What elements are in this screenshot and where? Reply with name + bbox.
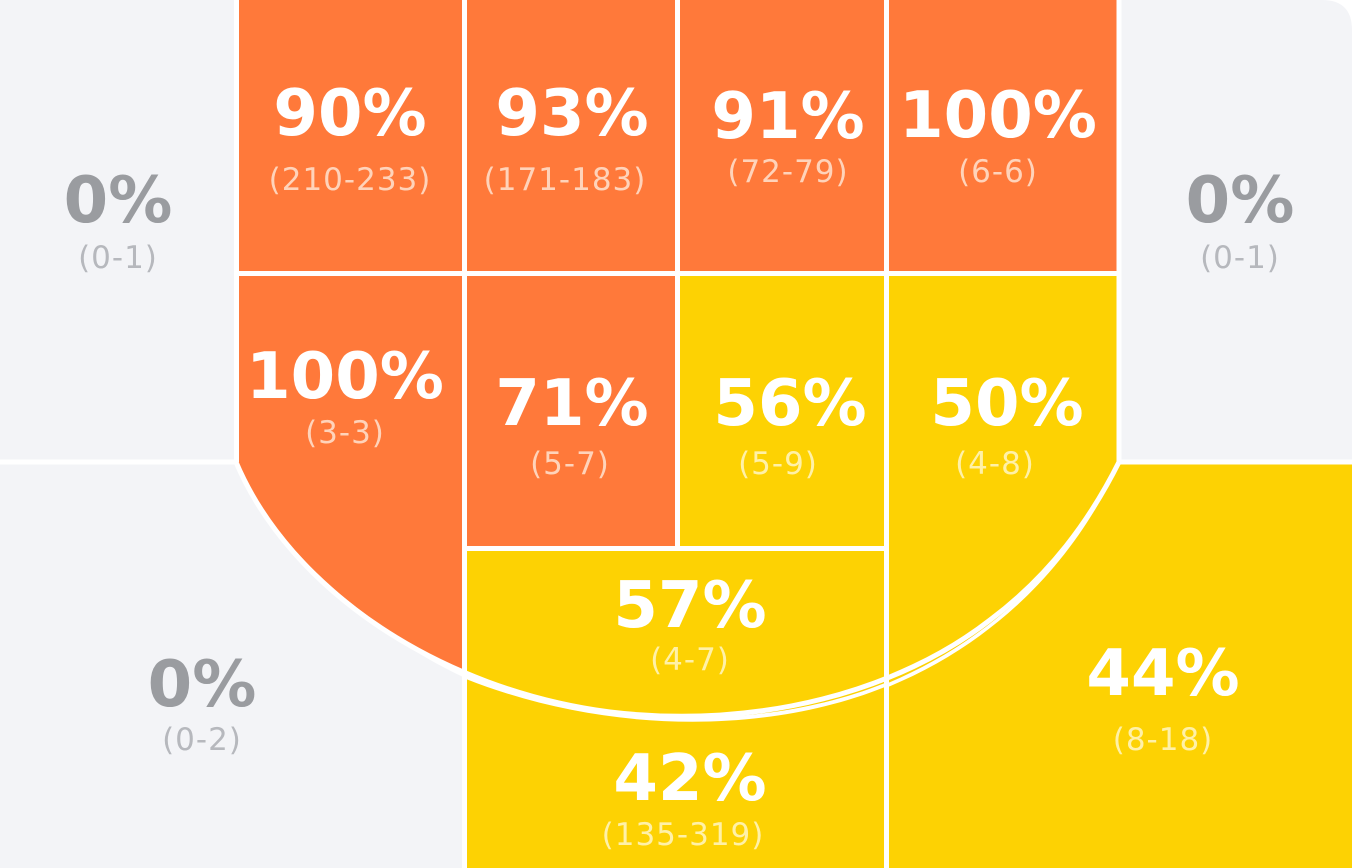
zone-top-3	[679, 0, 885, 272]
count-right-baseline-mid: (4-8)	[955, 446, 1035, 482]
label-paint-left: 71% (5-7)	[495, 367, 648, 482]
zone-paint-left	[466, 275, 676, 547]
zone-mid-range-top	[466, 550, 885, 718]
label-left-corner: 0% (0-1)	[64, 164, 173, 276]
three-point-arc	[233, 460, 1122, 719]
zone-right-wing-three	[888, 462, 1352, 868]
pct-top-of-key-three: 42%	[613, 742, 766, 816]
label-top-1: 90% (210-233)	[269, 77, 432, 198]
label-right-baseline-mid: 50% (4-8)	[930, 367, 1083, 482]
pct-top-2: 93%	[495, 77, 648, 151]
zone-top-4	[888, 0, 1118, 272]
pct-left-wing-three: 0%	[148, 648, 257, 722]
zone-paint-right	[679, 275, 885, 547]
count-top-3: (72-79)	[727, 154, 848, 190]
pct-top-3: 91%	[711, 80, 864, 154]
pct-left-baseline-mid: 100%	[246, 340, 444, 414]
zone-left-baseline-mid	[238, 275, 463, 673]
zone-top-1	[238, 0, 463, 272]
pct-paint-right: 56%	[713, 367, 866, 441]
pct-paint-left: 71%	[495, 367, 648, 441]
label-left-baseline-mid: 100% (3-3)	[246, 340, 444, 451]
zone-right-baseline-mid	[888, 275, 1118, 683]
count-right-wing-three: (8-18)	[1113, 722, 1214, 758]
pct-top-4: 100%	[899, 79, 1097, 153]
zone-top-of-key-three	[466, 679, 885, 868]
pct-right-wing-three: 44%	[1086, 637, 1239, 711]
label-top-4: 100% (6-6)	[899, 79, 1097, 190]
count-right-corner: (0-1)	[1200, 240, 1280, 276]
count-top-of-key-three: (135-319)	[602, 817, 765, 853]
label-right-corner: 0% (0-1)	[1186, 164, 1295, 276]
pct-left-corner: 0%	[64, 164, 173, 238]
count-left-corner: (0-1)	[78, 240, 158, 276]
label-left-wing-three: 0% (0-2)	[148, 648, 257, 758]
count-paint-right: (5-9)	[738, 446, 818, 482]
label-paint-right: 56% (5-9)	[713, 367, 866, 482]
count-top-2: (171-183)	[484, 162, 647, 198]
label-right-wing-three: 44% (8-18)	[1086, 637, 1239, 758]
zone-top-2	[466, 0, 676, 272]
zone-right-corner	[1120, 0, 1352, 462]
count-paint-left: (5-7)	[530, 446, 610, 482]
count-left-baseline-mid: (3-3)	[305, 415, 385, 451]
pct-right-baseline-mid: 50%	[930, 367, 1083, 441]
zone-left-wing-three	[0, 462, 463, 868]
count-top-1: (210-233)	[269, 162, 432, 198]
pct-right-corner: 0%	[1186, 164, 1295, 238]
count-top-4: (6-6)	[958, 154, 1038, 190]
zone-left-corner	[0, 0, 238, 462]
count-left-wing-three: (0-2)	[162, 722, 242, 758]
label-mid-range-top: 57% (4-7)	[613, 569, 766, 678]
pct-mid-range-top: 57%	[613, 569, 766, 643]
pct-top-1: 90%	[273, 77, 426, 151]
count-mid-range-top: (4-7)	[650, 642, 730, 678]
label-top-2: 93% (171-183)	[484, 77, 649, 198]
label-top-of-key-three: 42% (135-319)	[602, 742, 767, 853]
label-top-3: 91% (72-79)	[711, 80, 864, 190]
